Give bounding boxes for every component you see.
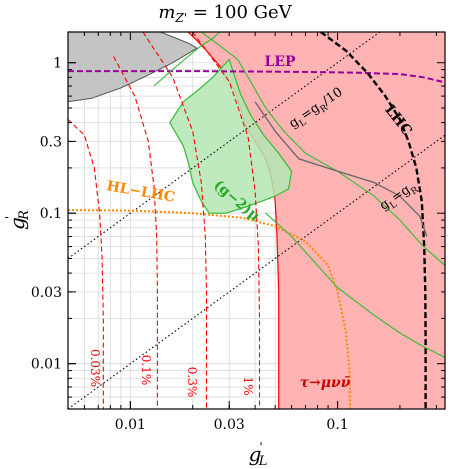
svg-text:g'R: g'R <box>3 210 32 230</box>
reference-line-10 <box>68 32 381 259</box>
series-g-2-outer <box>153 32 221 87</box>
label-tau: τ→μνν̄ <box>300 375 351 391</box>
y-axis-label: g'R <box>3 210 32 230</box>
label-0-1pct: 0.1% <box>139 355 153 386</box>
label-1pct: 1% <box>241 376 255 395</box>
label-0-3pct: 0.3% <box>185 367 199 398</box>
y-tick-label: 0.03 <box>31 285 62 301</box>
chart-title: mZ' = 100 GeV <box>158 2 292 25</box>
grey-excluded-region <box>68 32 199 103</box>
reference-lines <box>68 32 445 409</box>
x-axis-label: g' L <box>249 440 268 469</box>
x-tick-label: 0.1 <box>326 417 348 433</box>
series-0-3- <box>142 32 208 409</box>
series-lep <box>68 70 445 84</box>
series-lhc <box>320 32 427 409</box>
series-g-2-right <box>200 32 445 266</box>
label-0-03pct: 0.03% <box>88 349 102 387</box>
x-tick-label: 0.03 <box>214 417 245 433</box>
reference-label-part: L <box>298 118 309 130</box>
series-g-2-lower <box>265 212 445 358</box>
label-lep: LEP <box>264 54 296 70</box>
label-hllhc: HL−LHC <box>105 178 176 206</box>
series-grey-curve <box>254 101 428 237</box>
y-tick-label: 1 <box>53 56 62 72</box>
reference-label-part: L <box>389 200 400 212</box>
reference-label-part: R <box>319 103 330 115</box>
reference-line-1 <box>68 134 445 409</box>
y-tick-label: 0.01 <box>31 357 62 373</box>
y-tick-label: 0.1 <box>40 206 62 222</box>
reference-label-part: R <box>409 185 420 197</box>
axes: 0.01 0.03 0.1 0.01 0.03 0.1 0.3 1 <box>31 32 445 433</box>
y-tick-label: 0.3 <box>40 134 62 150</box>
series-lines <box>68 32 445 409</box>
series-0-1- <box>113 56 158 409</box>
x-tick-label: 0.01 <box>115 417 146 433</box>
